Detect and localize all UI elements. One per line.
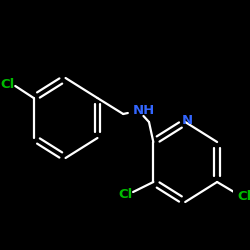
Text: Cl: Cl: [1, 78, 15, 90]
Text: N: N: [182, 114, 192, 126]
Text: Cl: Cl: [118, 188, 133, 202]
Text: NH: NH: [132, 104, 155, 117]
Text: Cl: Cl: [238, 190, 250, 203]
